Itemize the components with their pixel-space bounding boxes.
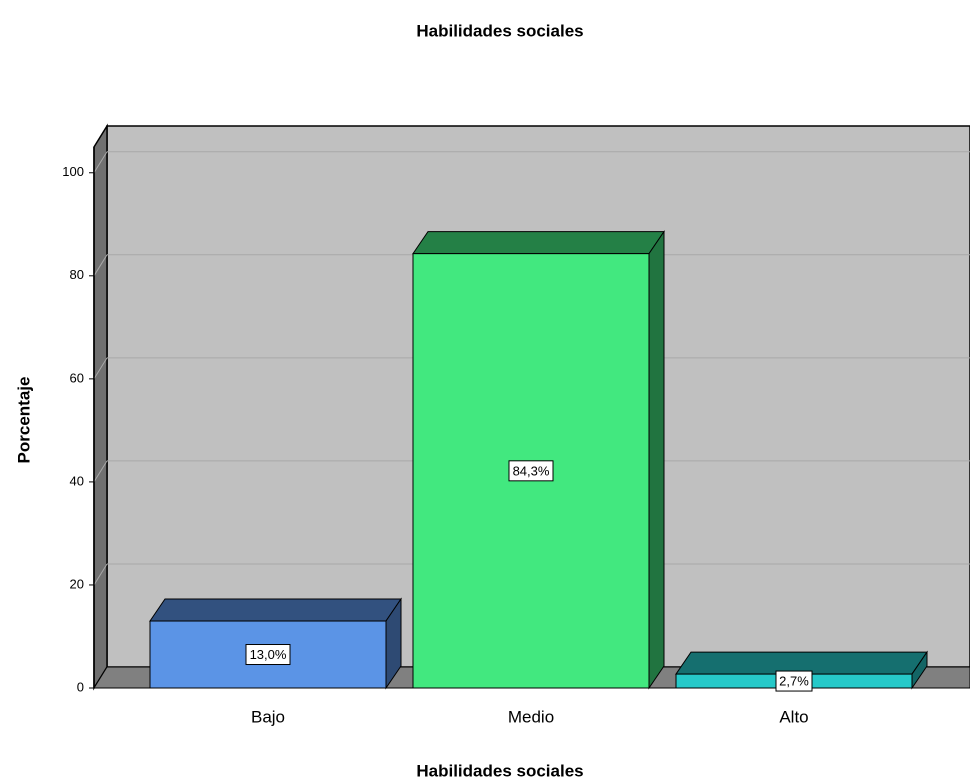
y-tick-label: 20 bbox=[70, 576, 84, 591]
bar-side bbox=[648, 230, 665, 690]
x-tick-label: Bajo bbox=[251, 707, 285, 726]
y-tick-label: 40 bbox=[70, 473, 84, 488]
value-label: 2,7% bbox=[779, 673, 809, 688]
y-tick-label: 60 bbox=[70, 370, 84, 385]
grid-line bbox=[93, 563, 108, 586]
y-axis-label: Porcentaje bbox=[14, 377, 33, 464]
value-label-box bbox=[508, 460, 554, 482]
x-axis-label: Habilidades sociales bbox=[416, 761, 583, 780]
grid-line bbox=[93, 357, 108, 380]
y-tick-label: 0 bbox=[77, 679, 84, 694]
x-tick-label: Alto bbox=[779, 707, 808, 726]
value-label: 13,0% bbox=[250, 647, 287, 662]
x-tick-label: Medio bbox=[508, 707, 554, 726]
grid-line bbox=[93, 460, 108, 483]
grid-line bbox=[93, 151, 108, 174]
y-tick-label: 80 bbox=[70, 267, 84, 282]
bar-top bbox=[412, 231, 665, 255]
chart-title: Habilidades sociales bbox=[416, 21, 583, 40]
value-label-box bbox=[775, 670, 813, 692]
y-tick-label: 100 bbox=[62, 164, 84, 179]
bar-top bbox=[149, 598, 402, 622]
value-label-box bbox=[245, 644, 291, 666]
left-wall bbox=[93, 123, 108, 691]
value-label: 84,3% bbox=[513, 463, 550, 478]
grid-line bbox=[93, 254, 108, 277]
